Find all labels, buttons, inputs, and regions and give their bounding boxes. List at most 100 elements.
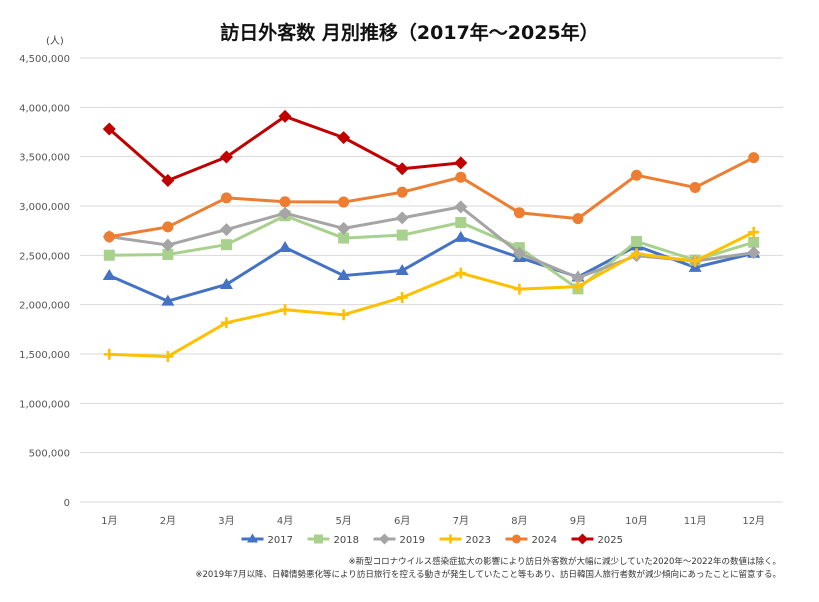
data-point-2024 — [455, 171, 467, 183]
data-point-2019 — [395, 211, 409, 225]
data-point-2025 — [395, 162, 409, 176]
legend-label-2024: 2024 — [532, 535, 557, 546]
note-covid: ※新型コロナウイルス感染症拡大の影響により訪日外客数が大幅に減少していた2020… — [348, 557, 781, 567]
legend-label-2018: 2018 — [334, 535, 359, 546]
y-tick-label: 2,000,000 — [19, 301, 70, 312]
y-tick-label: 3,000,000 — [19, 202, 70, 213]
data-point-2024 — [689, 181, 701, 193]
data-point-2024 — [103, 231, 115, 243]
data-point-2018 — [220, 239, 232, 251]
data-point-2025 — [161, 174, 175, 188]
data-point-2023 — [572, 281, 584, 293]
x-tick-label: 9月 — [570, 515, 586, 527]
data-point-2024 — [748, 152, 760, 164]
data-point-2017 — [395, 264, 409, 276]
y-tick-label: 2,500,000 — [19, 251, 70, 262]
data-point-2024 — [338, 196, 350, 208]
data-point-2018 — [396, 229, 408, 241]
x-tick-label: 3月 — [218, 515, 234, 527]
data-point-2019 — [219, 223, 233, 237]
legend-label-2025: 2025 — [598, 535, 623, 546]
y-tick-label: 0 — [64, 498, 70, 509]
y-tick-label: 500,000 — [29, 449, 70, 460]
data-point-2025 — [454, 156, 468, 170]
data-point-2018 — [103, 249, 115, 261]
series-line-2018 — [109, 214, 755, 291]
data-point-2023 — [748, 226, 760, 238]
y-tick-label: 3,500,000 — [19, 153, 70, 164]
y-tick-label: 4,500,000 — [19, 54, 70, 65]
data-point-2023 — [455, 267, 467, 279]
data-point-2018 — [338, 232, 350, 244]
series-line-2023 — [109, 230, 755, 358]
legend-marker-2019 — [379, 533, 390, 545]
data-point-2023 — [220, 317, 232, 329]
data-point-2019 — [571, 271, 585, 285]
legend-marker-2017 — [247, 533, 258, 543]
note-korea: ※2019年7月以降、日韓情勢悪化等により訪日旅行を控える動きが発生していたこと… — [195, 570, 781, 580]
legend-label-2023: 2023 — [466, 535, 491, 546]
chart-title: 訪日外客数 月別推移（2017年～2025年） — [220, 22, 599, 44]
data-point-2017 — [337, 269, 351, 281]
data-point-2019 — [337, 221, 351, 235]
x-tick-label: 5月 — [335, 515, 351, 527]
x-tick-label: 11月 — [684, 515, 707, 527]
data-point-2019 — [747, 246, 761, 260]
data-point-2024 — [220, 192, 232, 204]
y-tick-label: 1,500,000 — [19, 350, 70, 361]
data-point-2023 — [513, 283, 525, 295]
data-point-2023 — [162, 350, 174, 362]
data-point-2023 — [338, 309, 350, 321]
legend-label-2019: 2019 — [400, 535, 425, 546]
data-point-2019 — [278, 206, 292, 220]
data-point-2023 — [631, 248, 643, 260]
data-point-2017 — [219, 277, 233, 289]
data-point-2017 — [278, 241, 292, 253]
data-point-2023 — [103, 348, 115, 360]
data-point-2024 — [631, 169, 643, 181]
data-point-2024 — [279, 196, 291, 208]
data-point-2019 — [161, 238, 175, 252]
legend-marker-2024 — [512, 534, 521, 544]
x-tick-label: 4月 — [277, 515, 293, 527]
data-point-2023 — [279, 304, 291, 316]
data-point-2023 — [396, 291, 408, 303]
data-point-2018 — [748, 236, 760, 248]
data-point-2025 — [102, 122, 116, 136]
x-tick-label: 2月 — [160, 515, 176, 527]
y-tick-label: 4,000,000 — [19, 103, 70, 114]
data-point-2019 — [512, 246, 526, 260]
data-point-2018 — [455, 216, 467, 228]
data-point-2019 — [454, 200, 468, 214]
x-tick-label: 8月 — [511, 515, 527, 527]
data-point-2024 — [396, 186, 408, 198]
data-point-2017 — [161, 294, 175, 306]
data-point-2025 — [278, 109, 292, 123]
data-point-2018 — [631, 235, 643, 247]
legend-label-2017: 2017 — [268, 535, 293, 546]
data-point-2017 — [102, 269, 116, 281]
y-tick-label: 1,000,000 — [19, 399, 70, 410]
series-line-2019 — [109, 205, 754, 280]
x-tick-label: 1月 — [101, 515, 117, 527]
series-line-2024 — [109, 156, 755, 239]
x-tick-label: 7月 — [453, 515, 469, 527]
data-point-2025 — [219, 150, 233, 164]
legend-marker-2018 — [314, 534, 323, 544]
data-point-2024 — [513, 207, 525, 219]
x-tick-label: 10月 — [625, 515, 648, 527]
series-line-2017 — [108, 235, 755, 303]
y-axis-unit-label: (人) — [46, 36, 64, 47]
data-point-2017 — [454, 230, 468, 242]
series-line-2025 — [108, 114, 461, 183]
chart-notes: ※新型コロナウイルス感染症拡大の影響により訪日外客数が大幅に減少していた2020… — [195, 556, 781, 582]
data-point-2024 — [572, 213, 584, 225]
x-tick-label: 6月 — [394, 515, 410, 527]
data-point-2024 — [162, 221, 174, 233]
legend-marker-2023 — [446, 534, 455, 544]
legend-marker-2025 — [577, 533, 588, 545]
data-point-2025 — [337, 131, 351, 145]
data-point-2023 — [689, 255, 701, 267]
data-point-2018 — [162, 248, 174, 260]
